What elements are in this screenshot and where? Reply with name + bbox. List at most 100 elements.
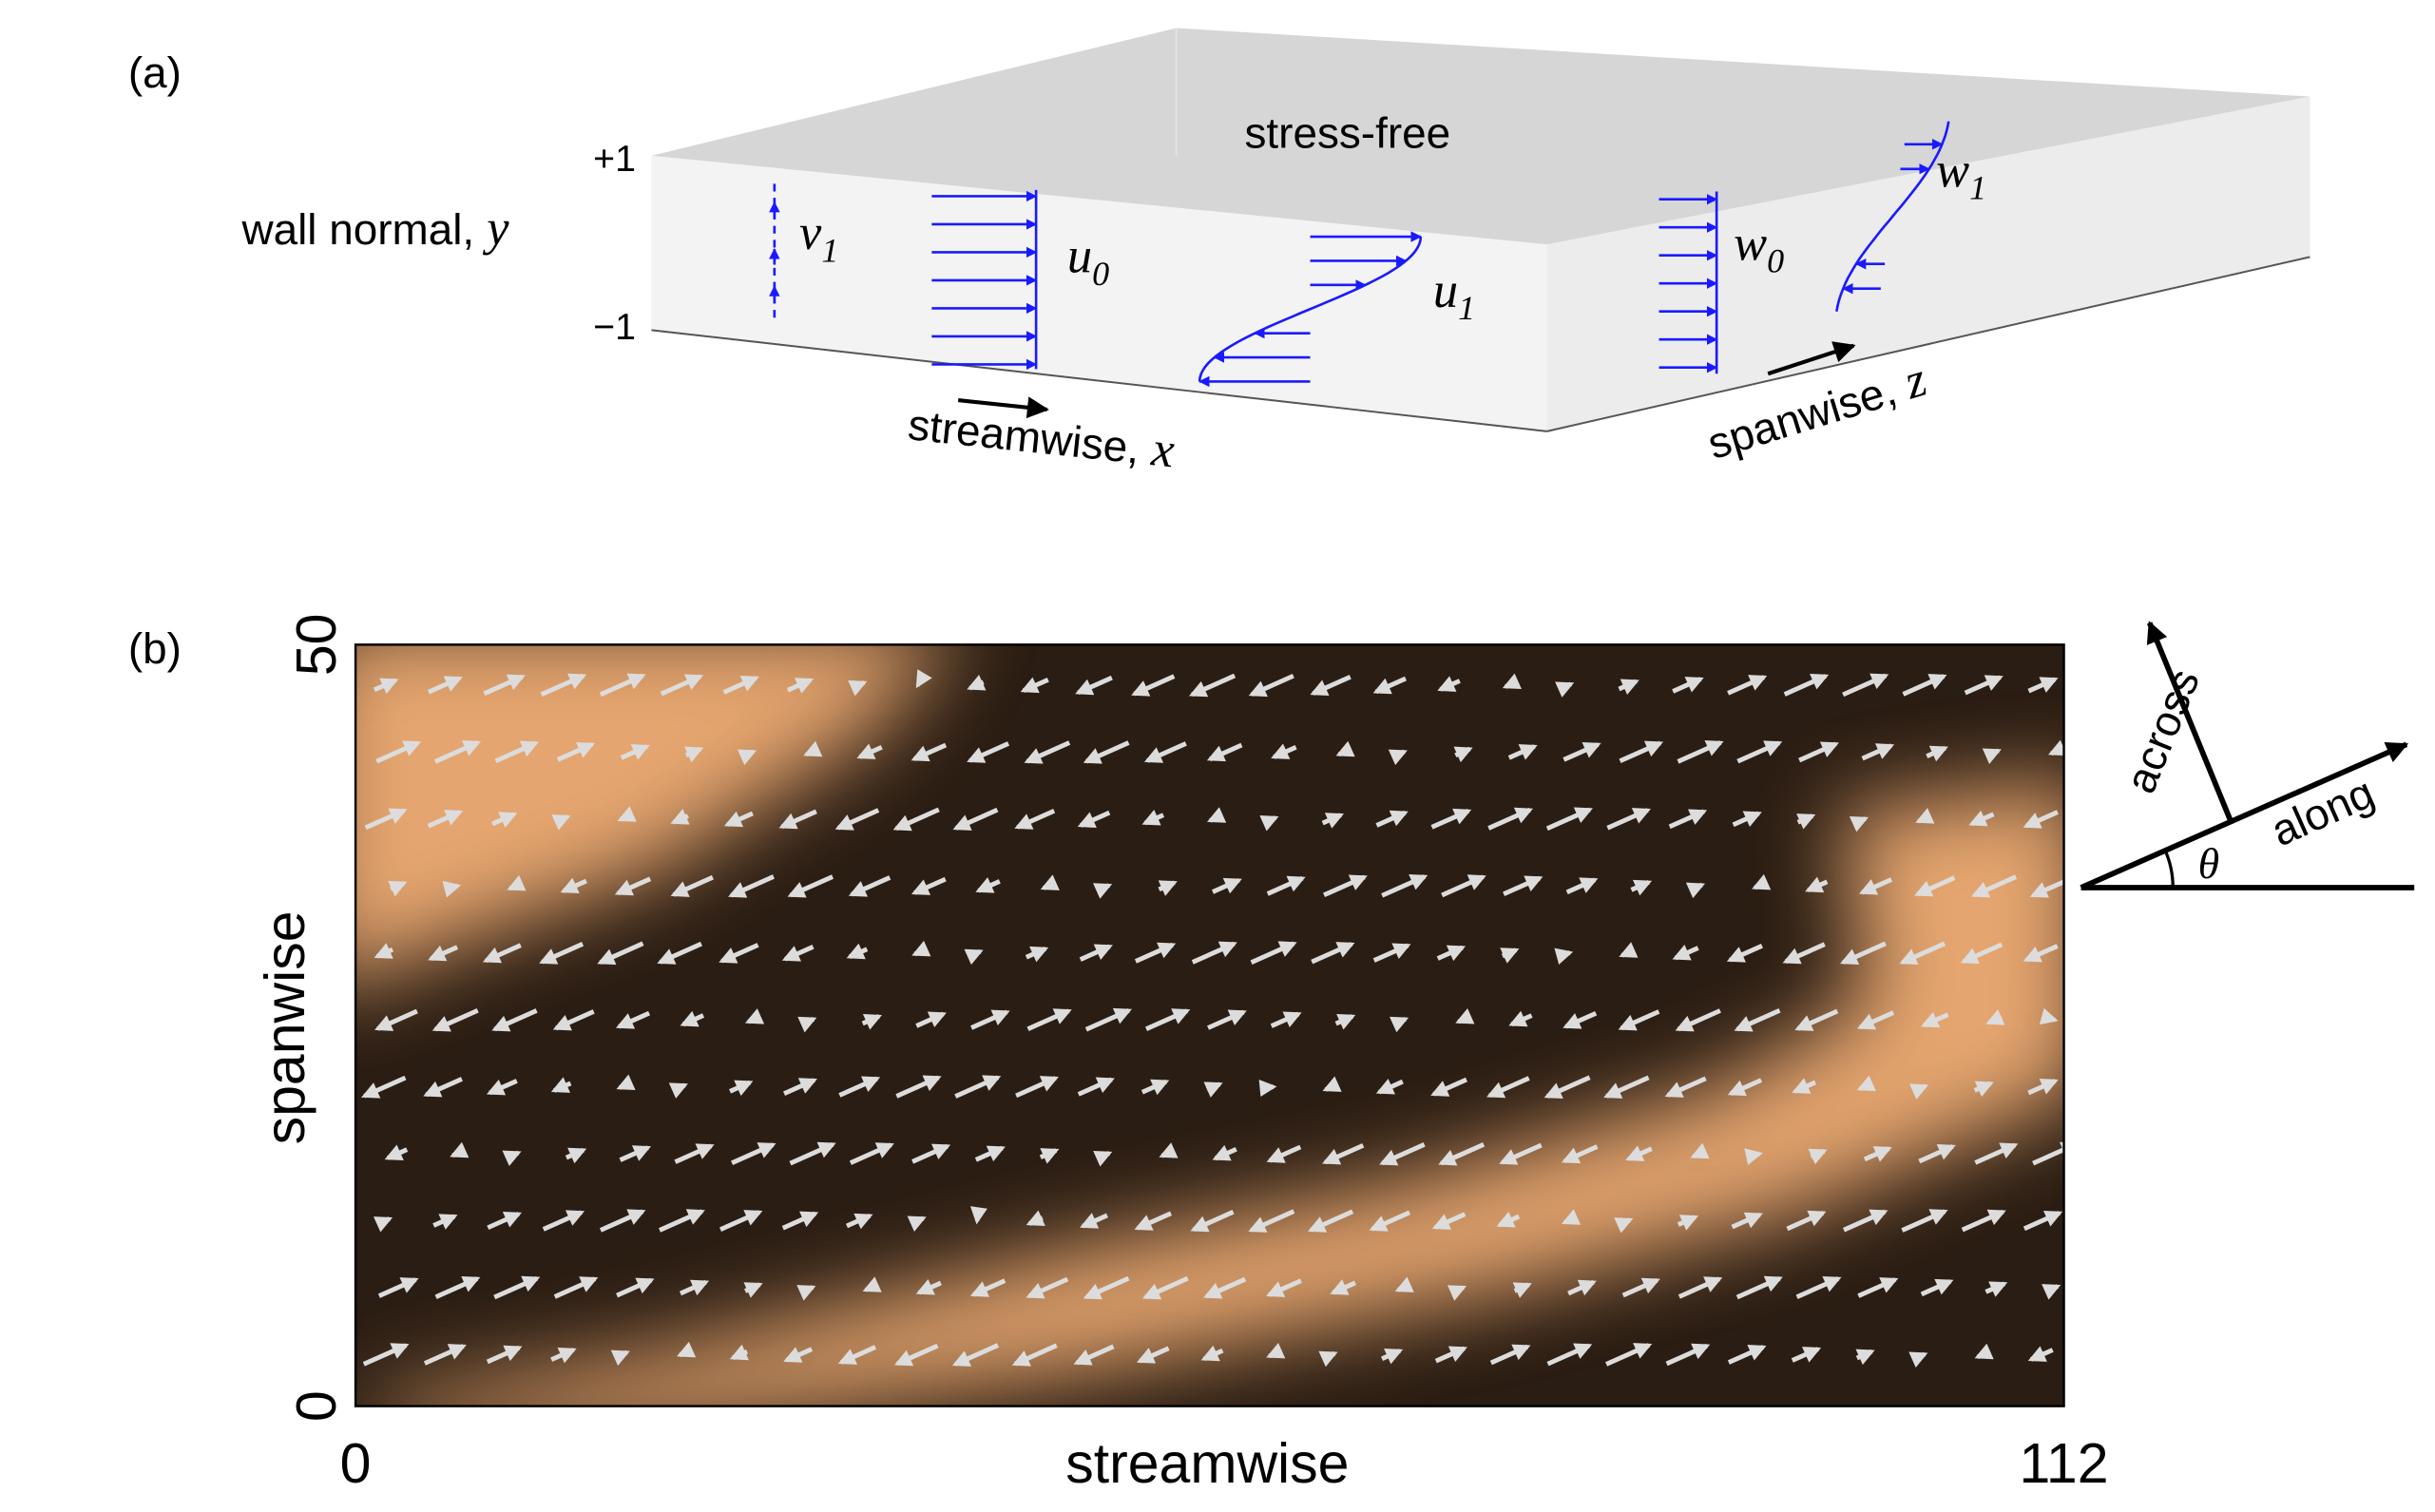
flow-arrow (1266, 1144, 1302, 1163)
flow-arrow (1849, 815, 1869, 833)
flow-arrow (2027, 677, 2059, 694)
flow-arrow (1026, 1276, 1069, 1299)
var: w (1734, 217, 1767, 272)
flow-arrow (1158, 880, 1178, 896)
flow-arrow (1077, 810, 1111, 828)
y-axis-label: spanwise (255, 910, 316, 1144)
flow-arrow (377, 1277, 419, 1298)
flow-arrow (491, 1008, 538, 1032)
flow-arrow (1310, 674, 1352, 697)
panel-label: (b) (128, 623, 182, 673)
flow-arrow (1322, 1142, 1365, 1165)
flow-arrow (834, 808, 880, 831)
flow-arrow (1603, 1075, 1650, 1099)
flow-arrow (1141, 810, 1165, 826)
flow-arrow (1974, 1343, 1994, 1360)
y-tick-label: 50 (286, 614, 348, 677)
x-axis-label: streamwise (1065, 1433, 1349, 1495)
flow-arrow (837, 1345, 877, 1365)
flow-arrow (388, 880, 408, 897)
velocity-profiles (769, 121, 1950, 388)
flow-arrow (1545, 807, 1593, 832)
flow-arrow (1974, 1142, 2019, 1165)
flow-arrow (1899, 941, 1946, 966)
flow-arrow (1141, 1079, 1170, 1096)
flow-arrow (507, 874, 527, 891)
plot-frame (354, 643, 2065, 1407)
flow-arrow (1266, 1342, 1286, 1359)
var: u (1067, 229, 1092, 284)
flow-arrow (1487, 807, 1534, 831)
flow-arrow (450, 1141, 470, 1158)
flow-arrow (674, 1143, 715, 1164)
flow-arrow (1080, 1213, 1108, 1229)
flow-arrow (1921, 1011, 1949, 1028)
flow-arrow (434, 1275, 481, 1299)
flow-arrow (1394, 1276, 1414, 1292)
flow-arrow (1083, 740, 1130, 764)
axis-label: wall normal, y (240, 201, 509, 256)
flow-arrow (1982, 748, 2002, 764)
flow-arrow (1323, 874, 1368, 898)
flow-arrow (911, 940, 931, 957)
flow-arrow (1731, 1212, 1763, 1230)
flow-arrow (1499, 1142, 1543, 1165)
flow-arrow (431, 1008, 479, 1032)
flow-arrow (1311, 942, 1355, 965)
flow-arrow (680, 1010, 705, 1027)
flow-arrow (1024, 740, 1071, 764)
flow-arrow (1438, 1141, 1486, 1166)
flow-arrow (1259, 815, 1279, 832)
flow-arrow (619, 1145, 652, 1162)
flow-arrow (1020, 677, 1049, 694)
flow-arrow (1914, 875, 1956, 897)
flow-arrow (1381, 1348, 1404, 1365)
flow-arrow (1901, 1209, 1948, 1233)
flow-arrow (384, 1144, 409, 1161)
profile-label: u1 (1433, 263, 1475, 327)
sub: 1 (1458, 289, 1475, 327)
flow-arrow (783, 1078, 817, 1096)
flow-arrow (856, 743, 883, 759)
flow-arrow (1863, 1146, 1892, 1162)
panel-label: (a) (128, 48, 182, 97)
flow-arrow (796, 1285, 816, 1301)
flow-arrow (1973, 1081, 1994, 1098)
profile-label: w1 (1936, 144, 1986, 207)
flow-arrow (1920, 1278, 1954, 1297)
flow-arrow (862, 1276, 882, 1292)
flow-arrow (1159, 1142, 1179, 1158)
compass-along (2080, 741, 2409, 890)
flow-arrow (2042, 1284, 2061, 1300)
flow-arrow (617, 806, 637, 822)
flow-arrow (1792, 1078, 1817, 1094)
flow-arrow (911, 1143, 951, 1164)
flow-arrow (373, 678, 399, 695)
flow-arrow (1902, 674, 1947, 697)
box-edge (1546, 256, 2310, 432)
flow-arrow (1614, 1217, 1634, 1234)
flow-arrow (1093, 883, 1113, 899)
flow-arrow (614, 876, 652, 896)
flow-arrow (743, 1282, 763, 1298)
flow-arrow (895, 1075, 942, 1099)
flow-arrow (1856, 1010, 1895, 1030)
flow-arrow (599, 673, 646, 698)
flow-arrow (967, 741, 1010, 763)
flow-arrow (550, 1347, 577, 1364)
flow-arrow (1543, 1075, 1591, 1099)
flow-arrow (1605, 1343, 1653, 1367)
tick-labels: 0 112 0 50 (286, 614, 2109, 1495)
flow-arrow (1984, 1281, 2008, 1297)
flow-arrow (1618, 679, 1639, 696)
flow-arrow (1964, 675, 2004, 696)
flow-arrow (2027, 1079, 2059, 1096)
flow-arrow (1961, 1209, 2006, 1233)
flow-arrow (1434, 1346, 1467, 1364)
flow-arrow (1207, 807, 1227, 823)
flow-arrow (1322, 1076, 1342, 1092)
flow-arrow (1077, 1077, 1115, 1097)
flow-arrow (783, 1347, 814, 1363)
flow-arrow (1250, 941, 1297, 965)
flow-arrow (2023, 944, 2059, 963)
